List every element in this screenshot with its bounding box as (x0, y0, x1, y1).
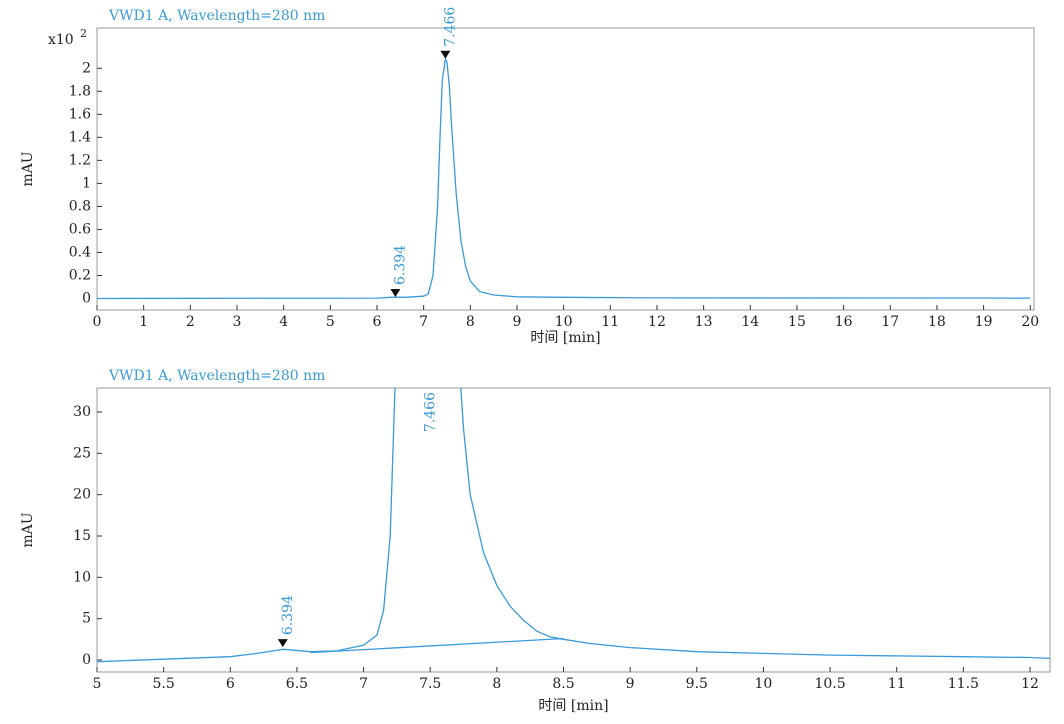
y-tick-label: 2 (82, 60, 91, 76)
y-tick-label: 5 (82, 611, 91, 627)
y-tick-label: 10 (73, 569, 91, 585)
peak-label: 6.394 (280, 595, 296, 635)
peak-marker (390, 289, 401, 298)
x-axis-label: 时间 [min] (538, 698, 608, 714)
x-tick-label: 7 (359, 676, 368, 692)
x-tick-label: 12 (1021, 676, 1039, 692)
y-tick-label: 15 (73, 528, 91, 544)
x-tick-label: 8.5 (552, 676, 574, 692)
y-tick-label: 0.2 (69, 267, 91, 283)
x-tick-label: 10 (555, 314, 573, 330)
y-tick-label: 1.4 (69, 129, 91, 145)
x-tick-label: 16 (835, 314, 853, 330)
y-tick-label: 1.8 (69, 83, 91, 99)
x-tick-label: 13 (695, 314, 713, 330)
x-tick-label: 11 (888, 676, 906, 692)
x-tick-label: 12 (648, 314, 666, 330)
plot-frame (96, 27, 1035, 311)
x-tick-label: 7.5 (419, 676, 441, 692)
x-tick-label: 10.5 (814, 676, 845, 692)
x-tick-label: 2 (186, 314, 195, 330)
y-tick-label: 0.4 (69, 244, 91, 260)
y-tick-label: 0.6 (69, 221, 91, 237)
peak-label: 6.394 (392, 245, 408, 285)
y-tick-label: 30 (73, 404, 91, 420)
chart-title: VWD1 A, Wavelength=280 nm (108, 8, 325, 24)
x-tick-label: 5.5 (153, 676, 175, 692)
x-tick-label: 11.5 (948, 676, 979, 692)
x-tick-label: 19 (975, 314, 993, 330)
y-exponent: 2 (80, 27, 87, 40)
x-tick-label: 11 (601, 314, 619, 330)
x-tick-label: 15 (788, 314, 806, 330)
x-tick-label: 1 (139, 314, 148, 330)
peak-marker (440, 50, 451, 59)
x-tick-label: 6 (373, 314, 382, 330)
plot-frame (96, 387, 1051, 673)
y-tick-label: 25 (73, 445, 91, 461)
y-tick-label: 0 (82, 652, 91, 668)
y-multiplier: x10 (48, 32, 74, 48)
x-tick-label: 14 (741, 314, 759, 330)
y-tick-label: 1.6 (69, 106, 91, 122)
x-tick-label: 8 (492, 676, 501, 692)
trace (310, 637, 564, 654)
peak-label: 7.466 (442, 7, 458, 47)
x-tick-label: 3 (233, 314, 242, 330)
y-tick-label: 20 (73, 487, 91, 503)
x-tick-label: 20 (1021, 314, 1039, 330)
y-tick-label: 1.2 (69, 152, 91, 168)
x-tick-label: 9 (626, 676, 635, 692)
y-tick-label: 0 (82, 290, 91, 306)
y-tick-label: 1 (82, 175, 91, 191)
x-tick-label: 9.5 (686, 676, 708, 692)
trace (97, 56, 1031, 300)
x-tick-label: 18 (928, 314, 946, 330)
x-tick-label: 5 (93, 676, 102, 692)
x-tick-label: 9 (513, 314, 522, 330)
x-tick-label: 10 (755, 676, 773, 692)
x-tick-label: 8 (466, 314, 475, 330)
x-tick-label: 7 (419, 314, 428, 330)
x-tick-label: 5 (326, 314, 335, 330)
chart-title: VWD1 A, Wavelength=280 nm (108, 368, 325, 384)
x-tick-label: 17 (881, 314, 899, 330)
x-tick-label: 0 (93, 314, 102, 330)
y-axis-label: mAU (20, 512, 36, 547)
x-tick-label: 4 (279, 314, 288, 330)
y-tick-label: 0.8 (69, 198, 91, 214)
x-axis-label: 时间 [min] (530, 330, 600, 346)
peak-label: 7.466 (423, 392, 439, 432)
y-axis-label: mAU (20, 151, 36, 186)
x-tick-label: 6 (226, 676, 235, 692)
x-tick-label: 6.5 (286, 676, 308, 692)
peak-marker (277, 639, 288, 648)
